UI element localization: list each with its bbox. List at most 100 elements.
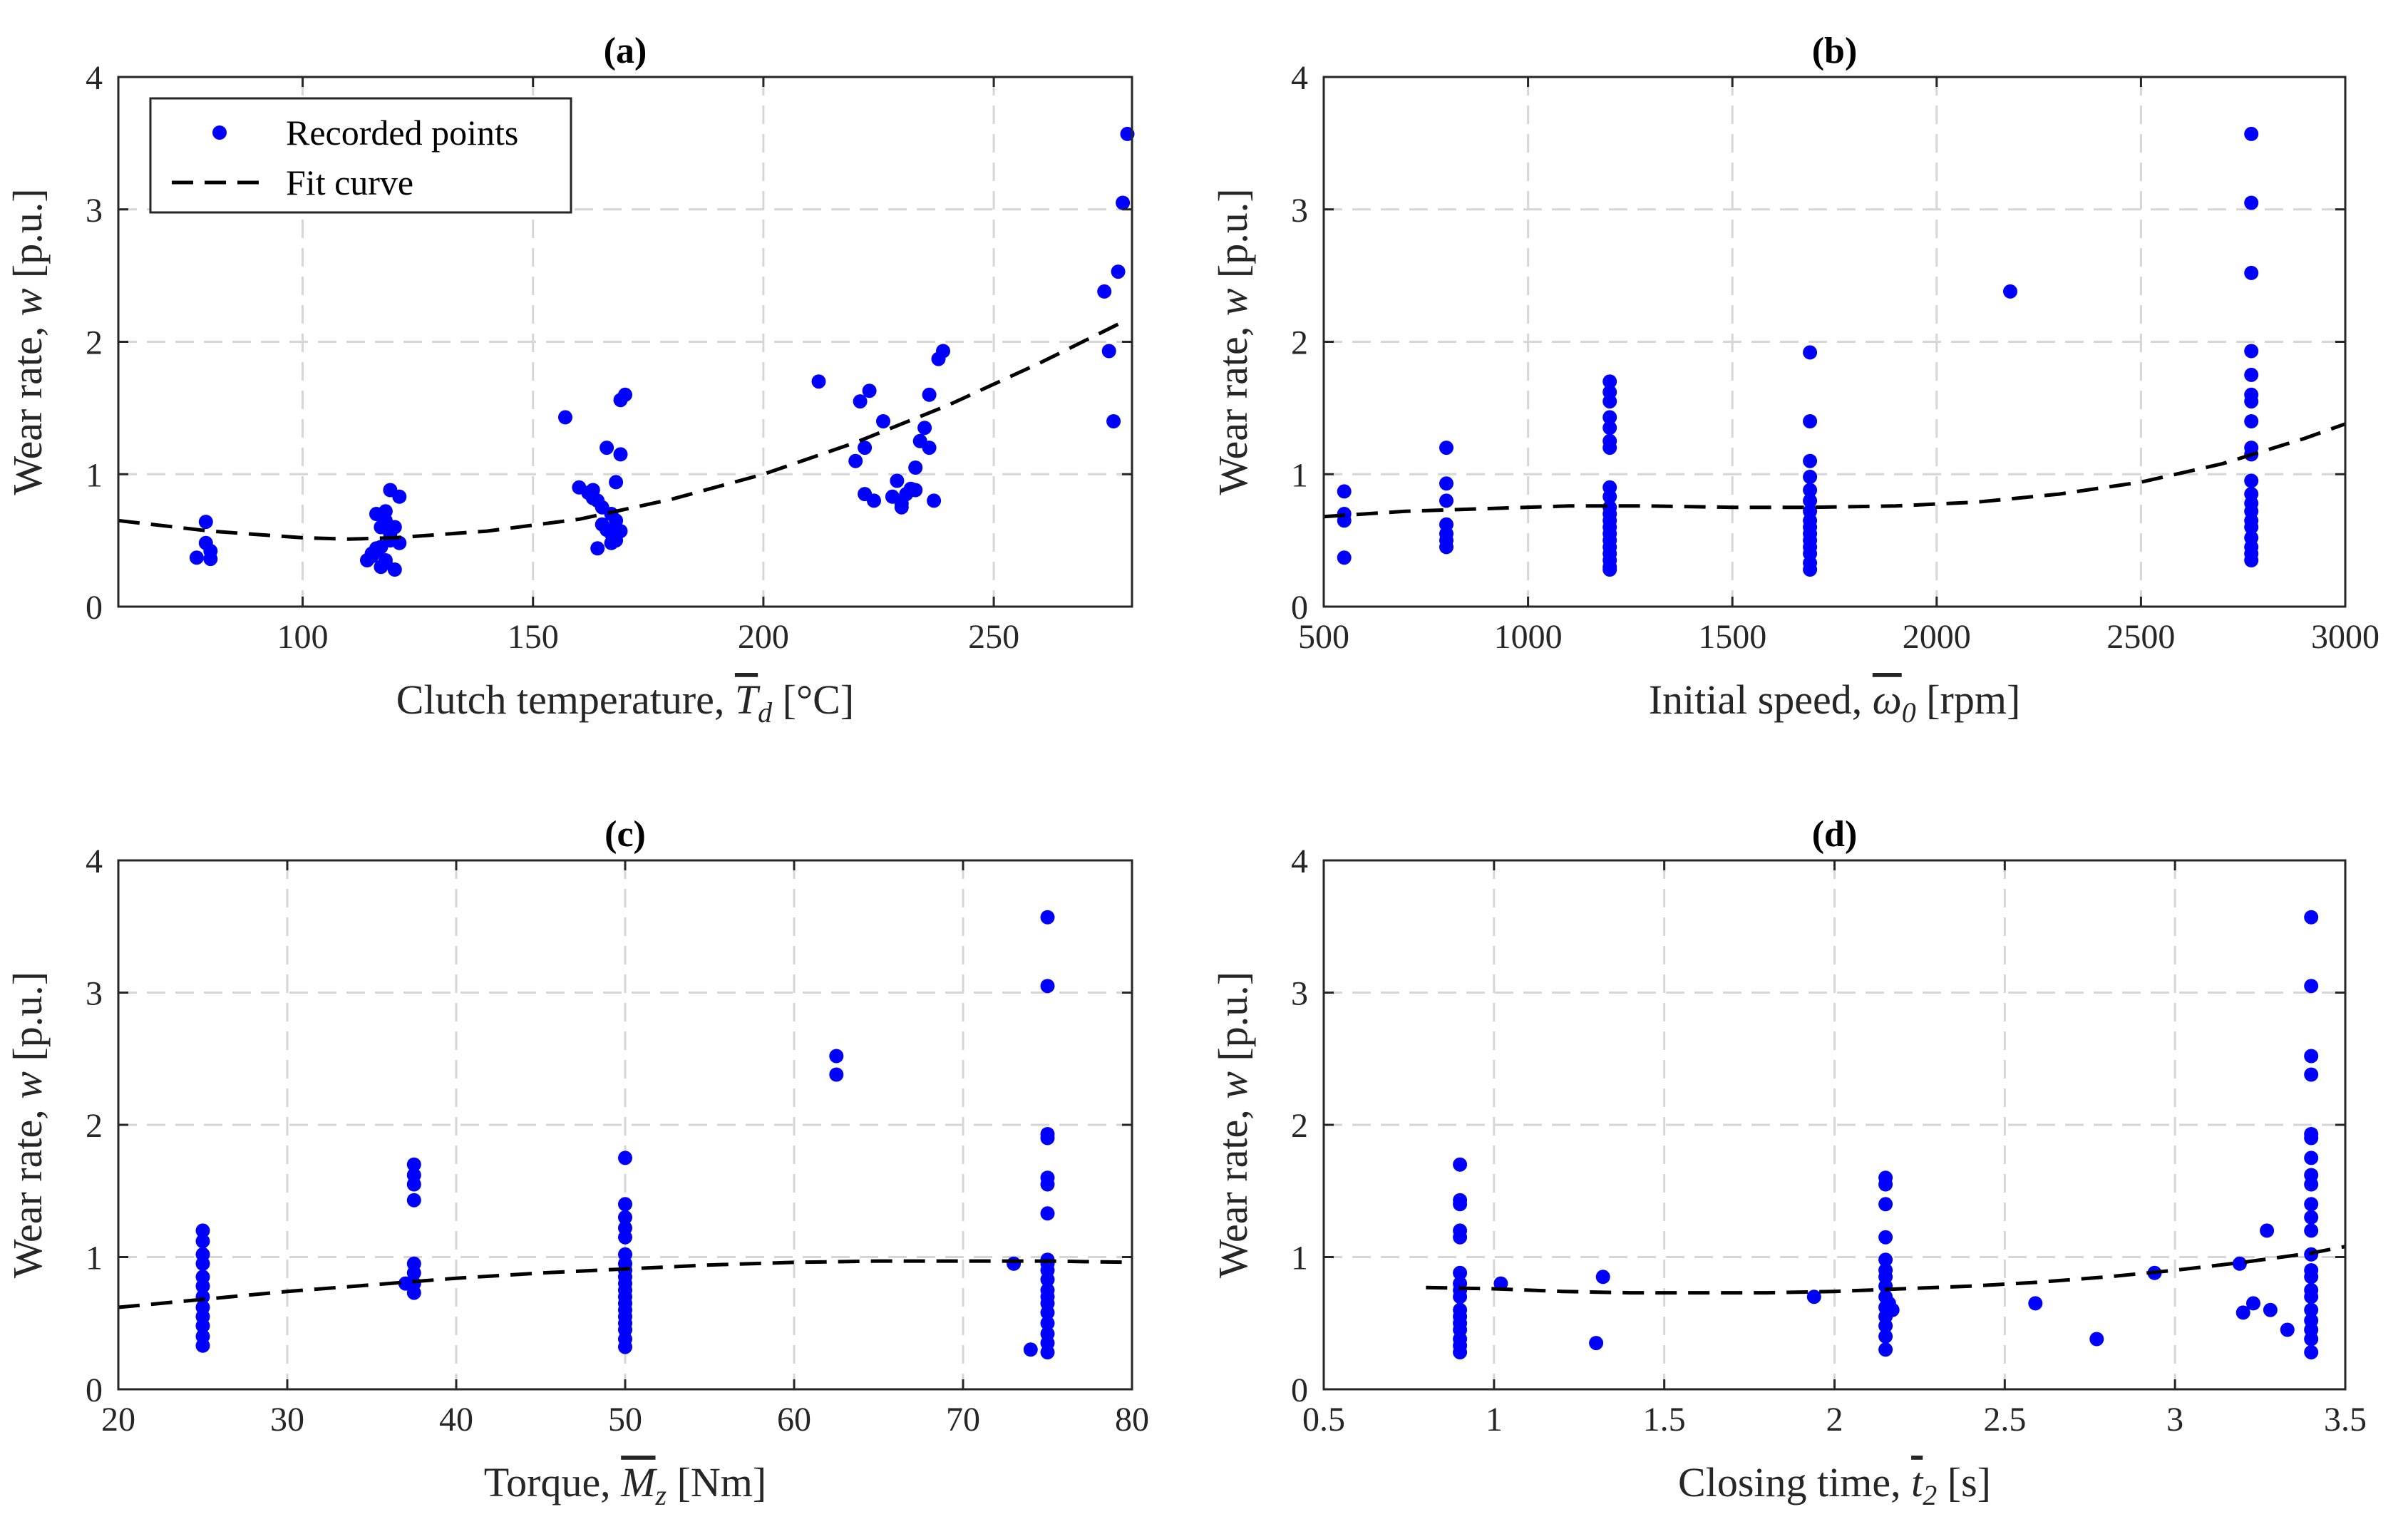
data-point [1803, 493, 1818, 508]
x-tick-label: 50 [608, 1401, 642, 1438]
data-point [1040, 1272, 1055, 1287]
legend-marker-points [212, 125, 227, 140]
x-axis-label: Clutch temperature, Td [°C] [396, 676, 854, 729]
data-point [2244, 520, 2259, 535]
panel-a: 100 150 200 250 0 1 2 3 4 (a) Clutch temperature, … [4, 31, 1135, 729]
x-tick-label: 20 [101, 1401, 135, 1438]
data-point [1602, 410, 1617, 425]
recorded-points [189, 126, 1135, 577]
data-point [198, 515, 213, 530]
data-point [1803, 470, 1818, 484]
data-point [908, 483, 923, 498]
data-point [1878, 1329, 1893, 1344]
x-tick-label: 100 [277, 618, 329, 656]
data-point [1453, 1290, 1468, 1304]
data-point [829, 1049, 844, 1064]
x-tick-label: 1500 [1698, 618, 1766, 656]
x-tick-label: 60 [777, 1401, 811, 1438]
data-point [829, 1067, 844, 1082]
x-axis-label-symbol: ω [1873, 676, 1902, 723]
x-tick-label: 2 [1826, 1401, 1843, 1438]
data-point [1803, 414, 1818, 428]
fit-curve [118, 1259, 1133, 1309]
data-point [2244, 344, 2259, 359]
data-point [2244, 265, 2259, 280]
panel-d: 0.5 1 1.5 2 2.5 3 3.5 0 1 2 3 4 (d) Closing time, t2 … [1210, 814, 2367, 1511]
data-point [387, 562, 402, 577]
data-point [378, 504, 393, 519]
data-point [203, 544, 218, 558]
panel-b: 500 1000 1500 2000 2500 3000 0 1 2 3 4 (b) Initial s… [1210, 31, 2379, 729]
x-axis-label-subscript: 0 [1902, 696, 1916, 729]
x-axis-label-prefix: Initial speed, [1649, 676, 1873, 723]
data-point [2260, 1223, 2275, 1238]
data-point [2304, 979, 2319, 994]
legend: Recorded points Fit curve [149, 97, 572, 214]
x-tick-label: 2.5 [1983, 1401, 2026, 1438]
y-tick-label: 1 [86, 456, 103, 494]
data-point [1040, 1305, 1055, 1320]
data-point [1453, 1345, 1468, 1360]
data-point [590, 541, 605, 556]
data-point [1453, 1197, 1468, 1212]
data-point [1040, 979, 1055, 994]
data-point [1439, 540, 1453, 555]
data-point [374, 520, 389, 535]
data-point [1337, 550, 1352, 565]
data-point [613, 447, 628, 462]
data-point [1806, 1290, 1821, 1304]
data-point [2304, 1270, 2319, 1285]
x-axis-label-subscript: 2 [1923, 1479, 1937, 1511]
x-axis-label-prefix: Closing time, [1678, 1459, 1911, 1505]
panel-c: 20 30 40 50 60 70 80 0 1 2 3 4 (c) Torque, Mz [Nm] Wea… [4, 814, 1149, 1511]
data-point [1439, 441, 1453, 455]
data-point [1878, 1319, 1893, 1333]
data-point [848, 453, 863, 468]
data-point [1878, 1197, 1893, 1212]
data-point [406, 1193, 421, 1208]
data-point [585, 490, 600, 505]
data-point [1337, 484, 1352, 499]
data-point [1803, 562, 1818, 577]
data-point [195, 1256, 210, 1271]
data-point [1040, 1345, 1055, 1360]
x-axis-label-subscript: d [758, 696, 773, 729]
y-tick-label: 1 [1291, 1240, 1308, 1277]
y-tick-label: 0 [1291, 1371, 1308, 1409]
data-point [890, 473, 905, 488]
data-point [1803, 483, 1818, 498]
data-point [618, 1150, 632, 1165]
y-tick-label: 1 [1291, 456, 1308, 494]
data-point [2304, 1150, 2319, 1165]
x-tick-label: 30 [270, 1401, 304, 1438]
x-tick-label: 150 [508, 618, 559, 656]
data-point [1602, 441, 1617, 455]
data-point [2244, 553, 2259, 567]
data-point [2028, 1296, 2043, 1311]
y-axis-label-symbol: w [4, 288, 51, 316]
data-point [195, 1223, 210, 1238]
data-point [811, 374, 826, 389]
fit-curve [118, 320, 1124, 541]
y-tick-label: 0 [1291, 589, 1308, 627]
y-tick-label: 3 [86, 975, 103, 1013]
fit-curve [1426, 1245, 2346, 1295]
data-point [1040, 910, 1055, 925]
data-point [858, 487, 873, 502]
data-point [1439, 493, 1453, 508]
data-point [1878, 1252, 1893, 1267]
data-point [1885, 1302, 1900, 1317]
data-point [2244, 126, 2259, 141]
x-axis-label-prefix: Clutch temperature, [396, 676, 735, 723]
fit-curve [1323, 422, 2346, 519]
data-point [2304, 1067, 2319, 1082]
data-point [618, 1210, 632, 1225]
data-point [2244, 473, 2259, 488]
data-point [1116, 195, 1131, 210]
data-point [2089, 1332, 2104, 1347]
data-point [2244, 195, 2259, 210]
y-axis-label: Wear rate, w [p.u.] [1210, 972, 1256, 1278]
x-axis-label-suffix: [°C] [772, 676, 854, 723]
data-point [1040, 1131, 1055, 1146]
